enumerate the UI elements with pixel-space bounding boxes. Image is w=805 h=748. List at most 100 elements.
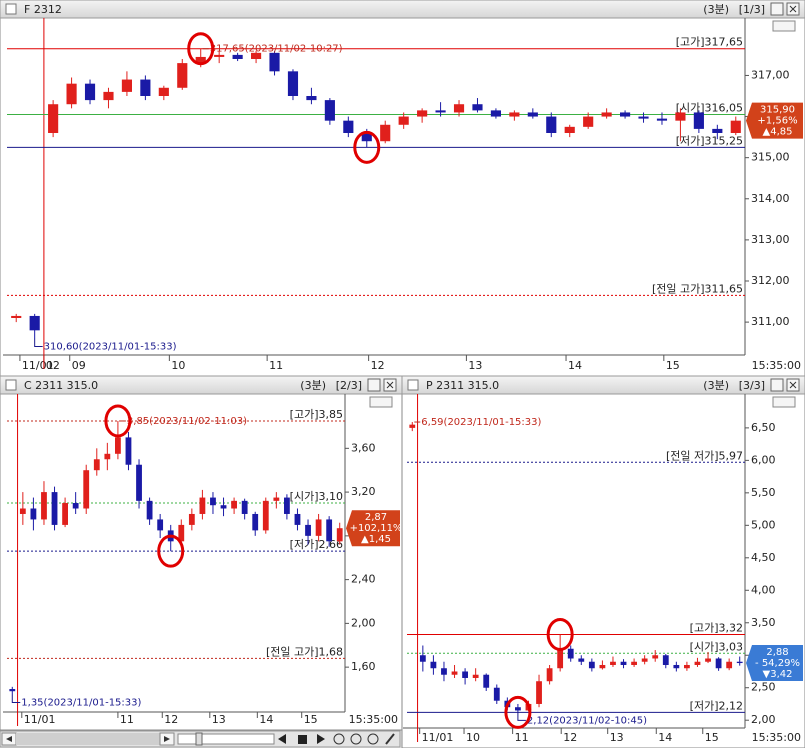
x-tick-label: 11/01 <box>22 359 54 372</box>
candle-body <box>601 112 612 117</box>
candle-body <box>251 52 262 59</box>
candle-body <box>306 96 317 101</box>
price-box-text: ▲1,45 <box>361 534 391 545</box>
reference-label: [시가]316,05 <box>676 102 743 115</box>
candle-body <box>19 508 26 514</box>
price-box-text: 315,90 <box>760 105 795 116</box>
candle-body <box>515 707 521 711</box>
stop-button[interactable] <box>298 735 307 744</box>
candle-body <box>146 500 153 520</box>
candle-body <box>29 315 40 331</box>
candle-body <box>324 100 335 121</box>
candle-body <box>336 528 343 542</box>
panel-checkbox[interactable] <box>5 3 17 15</box>
zoom-out-button[interactable] <box>350 733 362 745</box>
x-tick-label: 02 <box>46 359 60 372</box>
close-icon <box>386 381 394 389</box>
annotation-leader <box>34 338 43 348</box>
price-box-text: 2,88 <box>766 647 788 658</box>
x-tick-label: 14 <box>658 731 672 744</box>
price-box-text: ▲4,85 <box>763 127 793 138</box>
x-tick-label: 15 <box>304 713 318 726</box>
panel-checkbox[interactable] <box>5 379 17 391</box>
highlight-circle <box>104 404 132 438</box>
panel-max-button[interactable] <box>770 378 784 392</box>
scroll-thumb-area[interactable] <box>16 733 160 745</box>
close-icon <box>789 5 797 13</box>
y-tick-label: 2,50 <box>751 681 776 694</box>
panel-period: (3분) <box>703 379 729 392</box>
candle-body <box>641 658 648 662</box>
candle-body <box>269 52 280 72</box>
candle-body <box>419 655 426 662</box>
y-tick-label: 2,00 <box>751 713 776 726</box>
candle-body <box>125 437 132 465</box>
candle-body <box>158 87 169 96</box>
zoom-in-button[interactable] <box>333 733 345 745</box>
y-tick-label: 315,00 <box>751 151 790 164</box>
y-tick-label: 313,00 <box>751 233 790 246</box>
x-tick-label: 14 <box>568 359 582 372</box>
y-tick-label: 311,00 <box>751 315 790 328</box>
candle-body <box>409 424 416 428</box>
panel-page: [2/3] <box>336 379 362 392</box>
tool-button[interactable] <box>385 733 395 745</box>
close-icon <box>789 381 797 389</box>
reference-label: [전일 고가]311,65 <box>652 281 743 295</box>
panel-page: [3/3] <box>739 379 765 392</box>
candle-body <box>252 513 259 531</box>
highlight-circle <box>546 617 574 651</box>
candle-body <box>66 83 77 105</box>
candle-body <box>490 110 501 117</box>
scrollbar[interactable] <box>0 730 401 748</box>
zoom-reset-button[interactable] <box>367 733 379 745</box>
candle-body <box>9 689 16 692</box>
candle-body <box>178 524 185 542</box>
panel-period: (3분) <box>300 379 326 392</box>
candle-body <box>62 503 68 525</box>
panel-checkbox[interactable] <box>407 379 419 391</box>
price-box <box>746 102 803 139</box>
candle-body <box>104 453 111 460</box>
layout-toggle[interactable] <box>369 396 393 408</box>
zoom-slider[interactable] <box>177 733 275 745</box>
panel-max-button[interactable] <box>367 378 381 392</box>
x-tick-label: 13 <box>212 713 226 726</box>
panel-max-button[interactable] <box>770 2 784 16</box>
x-tick-label: 11/01 <box>24 713 56 726</box>
candle-body <box>583 116 594 127</box>
y-tick-label: 314,00 <box>751 192 790 205</box>
x-tick-label: 12 <box>164 713 178 726</box>
annotation-label: 317,65(2023/11/02-10:27) <box>210 44 343 55</box>
candle-body <box>136 464 142 501</box>
annotation-label: 3,85(2023/11/02-11:03) <box>127 416 247 427</box>
reference-label: [저가]2,12 <box>690 699 743 712</box>
candle-body <box>638 116 649 119</box>
candle-body <box>662 655 669 665</box>
arrow-icon <box>6 736 12 742</box>
y-tick-label: 317,00 <box>751 68 790 81</box>
x-tick-label: 15 <box>705 731 719 744</box>
candle-body <box>546 668 553 682</box>
prev-button[interactable] <box>278 734 286 744</box>
candle-body <box>287 71 299 96</box>
zoom-handle[interactable] <box>195 732 203 746</box>
candle-body <box>398 116 409 125</box>
layout-toggle[interactable] <box>772 396 796 408</box>
candle-body <box>453 104 465 113</box>
x-tick-label: 10 <box>466 731 480 744</box>
chart-panel: C 2311 315.0[2/3](3분)1,602,002,402,803,2… <box>0 375 403 731</box>
candle-body <box>262 500 269 531</box>
panel-title: P 2311 315.0 <box>426 379 499 392</box>
candle-body <box>536 681 542 704</box>
candle-body <box>694 661 701 665</box>
title-bar <box>401 375 805 395</box>
x-tick-label: 10 <box>171 359 185 372</box>
candle-body <box>527 112 538 117</box>
annotation-label: 310,60(2023/11/01-15:33) <box>44 342 177 353</box>
highlight-circle <box>504 695 532 729</box>
candle-body <box>83 470 90 509</box>
layout-toggle[interactable] <box>772 20 796 32</box>
next-button[interactable] <box>317 734 325 744</box>
panel-page: [1/3] <box>739 3 765 16</box>
